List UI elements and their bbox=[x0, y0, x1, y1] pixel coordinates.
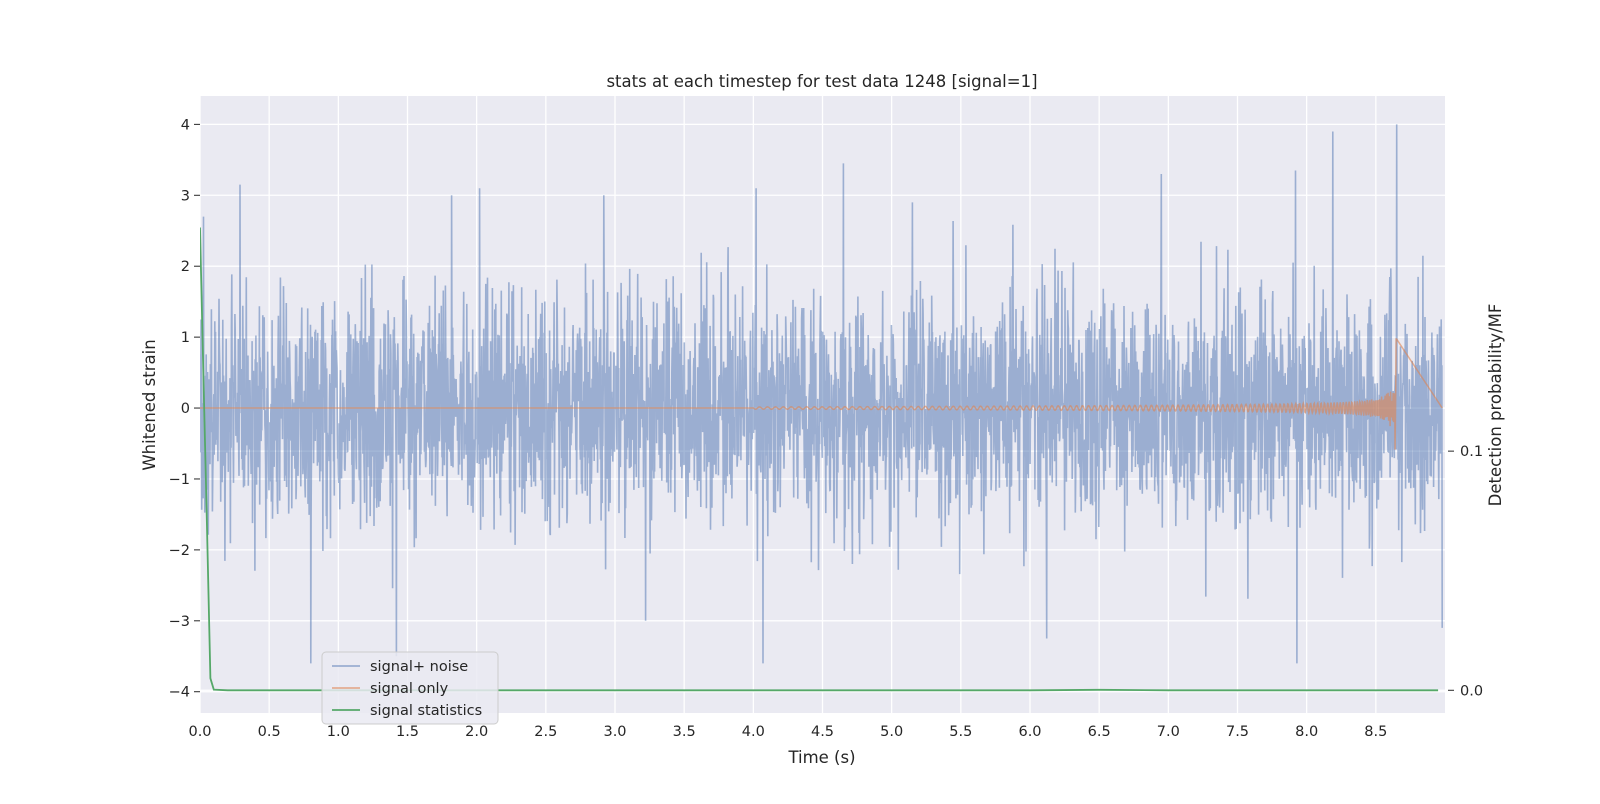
x-tick-label: 5.5 bbox=[949, 724, 972, 740]
y-tick-label: −3 bbox=[169, 614, 190, 630]
legend-label: signal only bbox=[370, 681, 449, 697]
x-tick-label: 8.0 bbox=[1295, 724, 1318, 740]
axes: 0.0 0.5 1.0 1.5 2.0 2.5 3.0 3.5 4.0 4.5 5.0 5.5 6.0 6… bbox=[169, 117, 1483, 740]
x-tick-label: 0.5 bbox=[258, 724, 281, 740]
x-tick-label: 7.0 bbox=[1157, 724, 1180, 740]
y-tick-label: 0 bbox=[181, 401, 190, 417]
x-tick-label: 0.0 bbox=[188, 724, 211, 740]
x-tick-label: 2.0 bbox=[465, 724, 488, 740]
y-tick-label: 3 bbox=[181, 188, 190, 204]
x-tick-label: 3.5 bbox=[673, 724, 696, 740]
x-tick-label: 4.0 bbox=[742, 724, 765, 740]
x-tick-label: 2.5 bbox=[534, 724, 557, 740]
y-tick-label: 1 bbox=[181, 330, 190, 346]
legend-label: signal statistics bbox=[370, 703, 482, 719]
y-tick-label: −1 bbox=[169, 472, 190, 488]
x-axis-label: Time (s) bbox=[787, 748, 855, 767]
y2-tick-label: 0.0 bbox=[1460, 683, 1483, 699]
x-tick-label: 3.0 bbox=[603, 724, 626, 740]
series-layer bbox=[200, 124, 1443, 692]
x-tick-label: 5.0 bbox=[880, 724, 903, 740]
x-tick-label: 4.5 bbox=[811, 724, 834, 740]
y-tick-label: −2 bbox=[169, 543, 190, 559]
x-tick-label: 1.5 bbox=[396, 724, 419, 740]
y2-axis-label: Detection probability/MF bbox=[1486, 304, 1505, 507]
y-axis-label: Whitened strain bbox=[140, 339, 159, 470]
x-tick-label: 6.5 bbox=[1088, 724, 1111, 740]
x-tick-label: 1.0 bbox=[327, 724, 350, 740]
series-signal-only-line bbox=[200, 338, 1443, 450]
legend-label: signal+ noise bbox=[370, 659, 468, 675]
series-signal-statistics-line bbox=[200, 227, 1439, 692]
x-tick-label: 6.0 bbox=[1018, 724, 1041, 740]
legend: signal+ noise signal only signal statistic… bbox=[321, 651, 499, 725]
y-tick-label: 4 bbox=[181, 117, 190, 133]
y-tick-label: −4 bbox=[169, 685, 190, 701]
x-tick-label: 7.5 bbox=[1226, 724, 1249, 740]
x-tick-label: 8.5 bbox=[1364, 724, 1387, 740]
chart-title: stats at each timestep for test data 124… bbox=[606, 72, 1037, 91]
y2-tick-label: 0.1 bbox=[1460, 444, 1483, 460]
legend-box bbox=[321, 651, 499, 725]
series-signal-plus-noise-line bbox=[200, 124, 1443, 664]
y-tick-label: 2 bbox=[181, 259, 190, 275]
